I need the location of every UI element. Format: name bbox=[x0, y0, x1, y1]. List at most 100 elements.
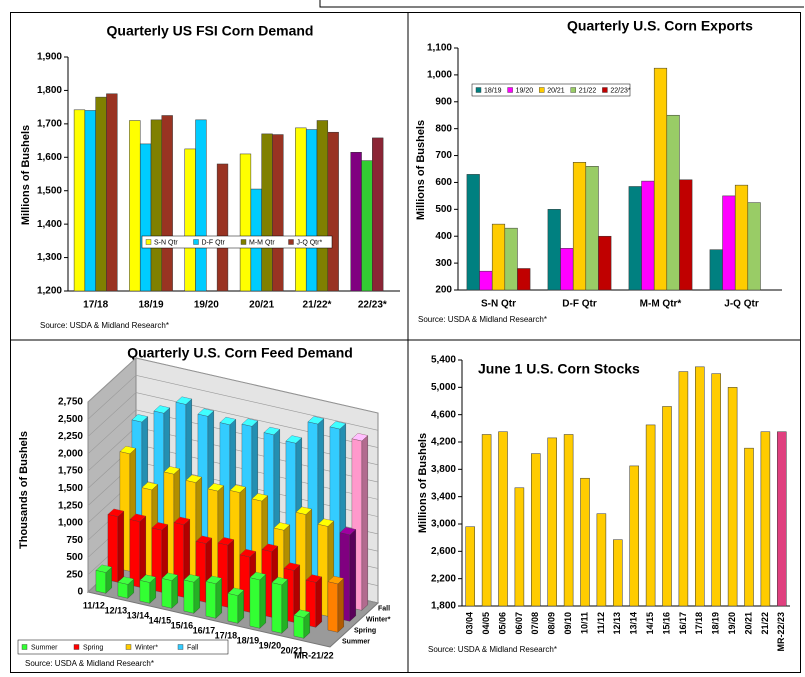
x-tick-label: 11/12 bbox=[596, 612, 606, 634]
x-tick-label: 18/19 bbox=[138, 300, 163, 311]
bar bbox=[531, 453, 541, 607]
y-tick-label: 500 bbox=[435, 204, 452, 215]
x-tick-label: 16/17 bbox=[193, 626, 216, 636]
bar bbox=[84, 110, 96, 292]
bar bbox=[139, 580, 150, 604]
bar bbox=[645, 424, 656, 607]
legend-label: Spring bbox=[83, 644, 103, 651]
bar bbox=[216, 163, 229, 292]
bar bbox=[498, 431, 508, 607]
bar bbox=[305, 129, 318, 292]
bar bbox=[628, 186, 642, 291]
y-axis-label: Millions of Bushels bbox=[415, 120, 427, 220]
legend-swatch bbox=[145, 239, 152, 245]
bar bbox=[580, 477, 590, 607]
legend-label: 18/19 bbox=[484, 87, 502, 94]
y-tick-label: 500 bbox=[66, 552, 83, 563]
legend-swatch bbox=[193, 239, 199, 245]
x-tick-label: 20/21 bbox=[743, 612, 753, 635]
bar bbox=[629, 465, 639, 607]
legend-label: Summer bbox=[31, 644, 58, 651]
y-tick-label: 4,600 bbox=[431, 409, 456, 420]
bar bbox=[662, 406, 672, 607]
bar bbox=[195, 119, 207, 292]
chart-title: Quarterly US FSI Corn Demand bbox=[107, 23, 314, 39]
source-note: Source: USDA & Midland Research* bbox=[25, 659, 154, 668]
bar bbox=[585, 166, 599, 291]
bar bbox=[95, 570, 106, 594]
x-tick-label: 14/15 bbox=[645, 612, 655, 635]
bar bbox=[678, 371, 689, 607]
x-tick-label: 17/18 bbox=[694, 612, 704, 635]
bar bbox=[598, 235, 612, 291]
depth-label: Winter* bbox=[366, 616, 391, 623]
x-tick-label: 07/08 bbox=[530, 612, 540, 635]
bar-side bbox=[281, 579, 288, 634]
legend-box bbox=[17, 639, 229, 655]
bar bbox=[106, 93, 118, 292]
y-tick-label: 4,200 bbox=[431, 437, 456, 448]
legend-swatch bbox=[539, 87, 545, 93]
y-tick-label: 750 bbox=[66, 535, 83, 546]
depth-label: Summer bbox=[342, 638, 370, 645]
y-tick-label: 300 bbox=[435, 258, 452, 269]
panel-frame bbox=[10, 12, 801, 673]
bar bbox=[547, 209, 561, 291]
bar bbox=[227, 593, 238, 624]
legend-label: 20/21 bbox=[547, 87, 565, 94]
chart-title: June 1 U.S. Corn Stocks bbox=[478, 361, 640, 377]
top-frame bbox=[319, 0, 804, 8]
x-tick-label: 19/20 bbox=[194, 300, 219, 311]
grid-line bbox=[87, 357, 379, 414]
y-tick-label: 1,700 bbox=[37, 118, 62, 129]
x-tick-label: 15/16 bbox=[171, 621, 194, 631]
x-tick-label: 03/04 bbox=[465, 612, 475, 635]
source-note: Source: USDA & Midland Research* bbox=[428, 645, 557, 654]
y-tick-label: 2,000 bbox=[58, 448, 83, 459]
x-tick-label: 12/13 bbox=[105, 606, 128, 616]
depth-label: Spring bbox=[354, 627, 376, 634]
y-tick-label: 1,400 bbox=[37, 219, 62, 230]
bar bbox=[711, 373, 721, 607]
bar bbox=[316, 120, 329, 292]
bar-side bbox=[337, 578, 344, 633]
y-tick-label: 1,750 bbox=[58, 466, 83, 477]
x-tick-label: MR-21/22 bbox=[294, 651, 334, 661]
bar bbox=[151, 527, 162, 593]
legend-swatch bbox=[73, 644, 80, 650]
y-tick-label: 1,800 bbox=[431, 601, 456, 612]
y-tick-label: 3,000 bbox=[431, 519, 456, 530]
x-tick-label: 22/23* bbox=[358, 300, 387, 311]
bar bbox=[350, 152, 362, 292]
bar bbox=[129, 120, 141, 292]
chart-title: Quarterly U.S. Corn Exports bbox=[567, 18, 753, 34]
x-tick-label: 18/19 bbox=[237, 636, 260, 646]
grid-line bbox=[87, 392, 379, 448]
depth-label: Fall bbox=[378, 605, 390, 612]
source-note: Source: USDA & Midland Research* bbox=[418, 315, 547, 324]
bar bbox=[95, 96, 107, 292]
y-tick-label: 250 bbox=[66, 569, 83, 580]
bar bbox=[271, 582, 282, 634]
legend-label: 22/23* bbox=[610, 87, 631, 94]
x-tick-label: 13/14 bbox=[629, 612, 639, 635]
legend-swatch bbox=[21, 644, 28, 650]
legend-label: J-Q Qtr* bbox=[297, 239, 323, 246]
legend-swatch bbox=[475, 87, 482, 93]
bar bbox=[641, 180, 655, 291]
bar bbox=[272, 134, 284, 292]
x-tick-label: 17/18 bbox=[215, 631, 238, 641]
legend-label: Fall bbox=[187, 644, 199, 651]
bar bbox=[327, 581, 338, 633]
bar bbox=[666, 114, 680, 291]
legend-label: S-N Qtr bbox=[154, 239, 178, 246]
bar bbox=[150, 119, 163, 292]
legend-label: M-M Qtr bbox=[249, 239, 275, 246]
bar bbox=[596, 513, 607, 607]
x-tick-label: M-M Qtr* bbox=[640, 299, 682, 310]
bar bbox=[239, 153, 252, 292]
y-tick-label: 900 bbox=[435, 96, 452, 107]
bar bbox=[261, 133, 273, 292]
y-tick-label: 1,900 bbox=[37, 52, 62, 63]
